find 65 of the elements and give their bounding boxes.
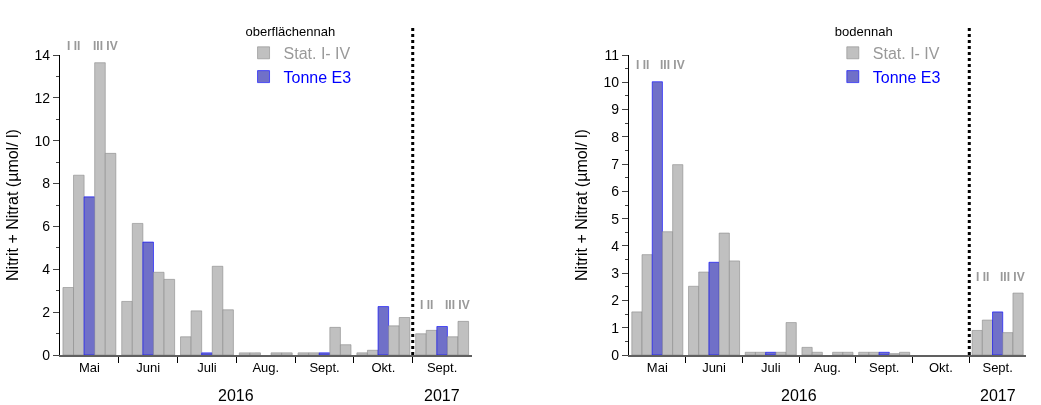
legend-label: Stat. I- IV [872,45,940,63]
bar [765,351,777,355]
x-tick-label: Mai [646,360,668,376]
x-tick-label: Okt. [371,360,396,376]
text: 2017 [980,387,1016,404]
y-tick-label: 3 [611,265,620,282]
legend-label: Tonne E3 [283,68,352,86]
bar [992,311,1004,355]
x-tick-label: Okt. [929,360,953,376]
y-tick-label: 4 [42,261,51,278]
bar [83,196,95,355]
legend-title: bodennah [834,23,893,39]
annotation: III IV [445,298,470,312]
y-tick-label: 2 [611,292,620,309]
y-tick-label: 8 [611,128,620,145]
y-tick-label: 11 [604,46,620,63]
bar [201,352,213,355]
bar [377,306,389,355]
y-tick-label: 6 [42,218,51,235]
y-tick-label: 8 [42,175,51,192]
annotation: I II [636,58,650,72]
y-tick-label: 7 [611,155,620,172]
annotation: III IV [660,58,685,72]
text: 2016 [781,387,817,404]
annotation: I II [420,298,434,312]
x-tick-label: Mai [78,360,100,376]
bar [318,352,331,355]
y-tick-label: 0 [42,346,51,363]
annotation: III IV [1000,270,1025,284]
bar [436,326,448,355]
text: III IV [93,39,118,53]
y-tick-label: 0 [611,346,620,363]
y-tick-label: 5 [611,210,620,227]
y-axis-title: Nitrit + Nitrat (µmol/ l) [3,129,21,281]
y-tick-label: 10 [603,74,620,91]
y-tick-label: 12 [34,89,51,106]
bar [651,81,663,355]
legend-title: oberflächennah [245,23,336,39]
x-tick-label: Sept. [982,360,1013,376]
y-tick-label: 14 [34,46,51,63]
text: 2017 [424,387,460,404]
x-tick-label: Aug. [252,360,280,376]
annotation: I II [976,270,990,284]
x-tick-label: Sept. [426,360,458,376]
y-tick-label: 1 [611,319,620,336]
x-tick-label: Sept. [309,360,340,376]
x-tick-label: Juli [197,360,217,376]
y-tick-label: 4 [611,237,620,254]
y-axis-title: Nitrit + Nitrat (µmol/ l) [572,129,590,281]
x-tick-label: Juni [702,360,727,376]
y-tick-label: 10 [34,132,51,149]
bar [142,241,154,355]
x-tick-label: Juli [761,360,781,376]
bar [878,351,890,355]
legend-label: Tonne E3 [872,68,941,86]
bar [708,261,720,355]
text: 2016 [218,387,254,404]
y-tick-label: 6 [611,183,620,200]
y-tick-label: 9 [611,101,620,118]
legend-label: Stat. I- IV [283,45,351,63]
text: I II [67,39,81,53]
x-tick-label: Sept. [869,360,900,376]
x-tick-label: Juni [136,360,161,376]
y-tick-label: 2 [42,304,51,321]
x-tick-label: Aug. [814,360,841,376]
